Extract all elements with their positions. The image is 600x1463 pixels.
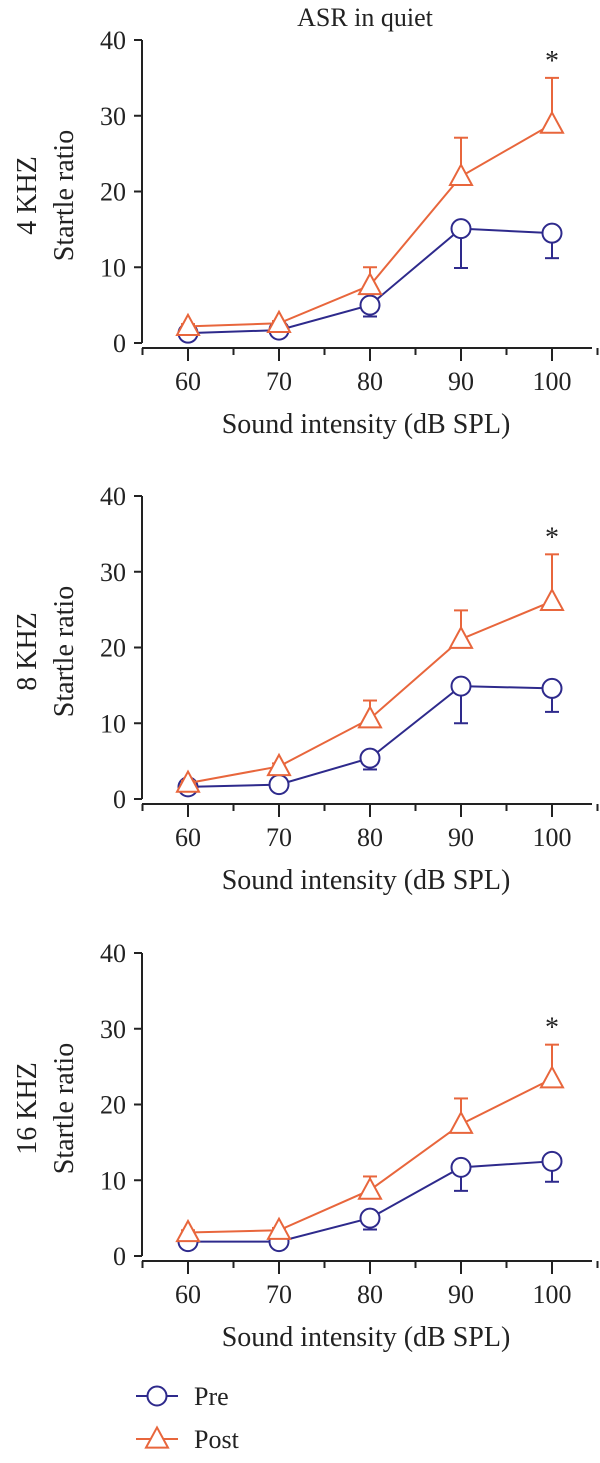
x-tick-label: 90 (448, 1280, 474, 1309)
chart-panel-2: 0 10 20 30 40 60 70 80 90 100 Sound intensity (dB … (12, 482, 599, 896)
legend-label: Post (194, 1425, 240, 1454)
x-axis-title: Sound intensity (dB SPL) (222, 865, 511, 896)
data-point-circle (541, 677, 563, 699)
series-post (175, 1043, 565, 1243)
panel-label: 4 KHZ (12, 156, 43, 235)
data-point-triangle (357, 1176, 383, 1200)
legend-item-pre: Pre (136, 1382, 229, 1411)
x-tick-label: 70 (266, 823, 292, 852)
y-tick-label: 20 (100, 1091, 126, 1120)
data-point-circle (450, 675, 472, 697)
series-post (175, 76, 565, 336)
panel-label: 16 KHZ (12, 1062, 43, 1155)
data-point-triangle (357, 705, 383, 729)
y-tick-label: 0 (113, 1242, 126, 1271)
x-tick-label: 70 (266, 1280, 292, 1309)
data-point-circle (541, 222, 563, 244)
y-axis-title: Startle ratio (49, 130, 80, 261)
x-tick-label: 100 (533, 823, 572, 852)
data-point-circle (450, 1156, 472, 1178)
x-axis-title: Sound intensity (dB SPL) (222, 409, 511, 440)
data-point-triangle (448, 1110, 474, 1134)
x-tick-label: 80 (357, 823, 383, 852)
data-point-triangle (448, 625, 474, 649)
x-tick-label: 100 (533, 1280, 572, 1309)
data-point-triangle (266, 309, 292, 333)
y-tick-label: 40 (100, 482, 126, 511)
data-point-circle (450, 218, 472, 240)
data-point-circle (359, 747, 381, 769)
y-tick-label: 40 (100, 26, 126, 55)
y-tick-label: 0 (113, 785, 126, 814)
chart-panel-1: 0 10 20 30 40 60 70 80 90 100 Sound intensity (dB … (12, 26, 599, 440)
data-point-triangle (266, 1216, 292, 1240)
x-axis-title: Sound intensity (dB SPL) (222, 1322, 511, 1353)
y-tick-label: 30 (100, 102, 126, 131)
x-tick-label: 100 (533, 367, 572, 396)
data-point-circle (541, 1150, 563, 1172)
y-tick-label: 30 (100, 558, 126, 587)
x-tick-label: 70 (266, 367, 292, 396)
legend-circle-marker (146, 1385, 168, 1407)
x-tick-label: 90 (448, 367, 474, 396)
data-point-circle (359, 1207, 381, 1229)
data-point-triangle (539, 1065, 565, 1089)
chart-panel-3: 0 10 20 30 40 60 70 80 90 100 Sound intensity (dB … (12, 939, 599, 1353)
y-tick-label: 10 (100, 1166, 126, 1195)
series-pre (177, 1150, 563, 1253)
data-point-triangle (357, 271, 383, 296)
significance-asterisk: * (545, 46, 559, 77)
legend-label: Pre (194, 1382, 229, 1411)
series-post (175, 553, 565, 793)
legend: Pre Post (136, 1382, 240, 1454)
series-pre (177, 675, 563, 798)
x-tick-label: 80 (357, 1280, 383, 1309)
x-tick-label: 80 (357, 367, 383, 396)
data-point-triangle (539, 110, 565, 134)
data-point-triangle (175, 1218, 201, 1243)
x-tick-label: 90 (448, 823, 474, 852)
data-point-circle (359, 294, 381, 316)
x-tick-label: 60 (175, 367, 201, 396)
data-point-triangle (175, 769, 201, 793)
data-point-triangle (539, 587, 565, 611)
data-point-triangle (266, 752, 292, 777)
y-tick-label: 10 (100, 253, 126, 282)
x-tick-label: 60 (175, 823, 201, 852)
y-tick-label: 10 (100, 709, 126, 738)
legend-item-post: Post (136, 1425, 240, 1454)
y-tick-label: 0 (113, 329, 126, 358)
y-axis-title: Startle ratio (49, 1043, 80, 1174)
y-tick-label: 30 (100, 1015, 126, 1044)
data-point-circle (268, 774, 290, 796)
data-point-triangle (448, 162, 474, 187)
y-tick-label: 20 (100, 178, 126, 207)
legend-triangle-marker (144, 1425, 170, 1449)
y-tick-label: 40 (100, 939, 126, 968)
figure-title: ASR in quiet (297, 3, 434, 32)
y-tick-label: 20 (100, 634, 126, 663)
y-axis-title: Startle ratio (49, 586, 80, 717)
data-point-triangle (175, 312, 201, 336)
x-tick-label: 60 (175, 1280, 201, 1309)
panel-label: 8 KHZ (12, 612, 43, 691)
significance-asterisk: * (545, 1013, 559, 1044)
significance-asterisk: * (545, 522, 559, 553)
